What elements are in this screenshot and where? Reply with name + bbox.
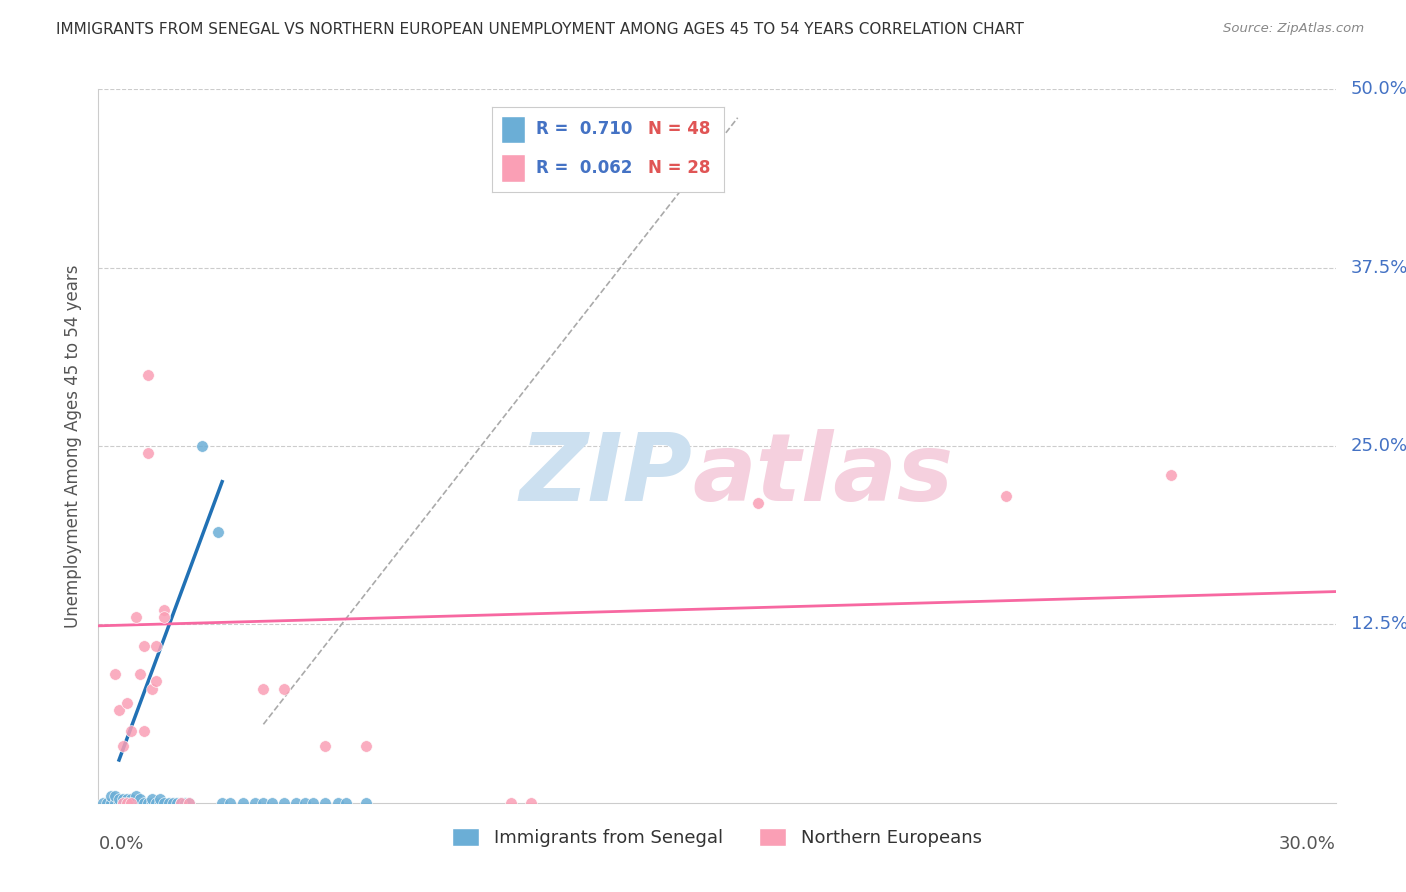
Text: 30.0%: 30.0%: [1279, 835, 1336, 853]
Point: [120, 796, 142, 810]
Y-axis label: Unemployment Among Ages 45 to 54 years: Unemployment Among Ages 45 to 54 years: [65, 264, 83, 628]
Point: [499, 796, 522, 810]
Point: [252, 681, 274, 696]
Point: [108, 796, 131, 810]
Text: 25.0%: 25.0%: [1351, 437, 1406, 455]
Point: [520, 796, 543, 810]
Text: IMMIGRANTS FROM SENEGAL VS NORTHERN EUROPEAN UNEMPLOYMENT AMONG AGES 45 TO 54 YE: IMMIGRANTS FROM SENEGAL VS NORTHERN EURO…: [56, 22, 1024, 37]
Point: [132, 796, 155, 810]
Point: [120, 791, 142, 805]
Point: [190, 439, 212, 453]
Point: [179, 796, 201, 810]
Point: [117, 796, 139, 810]
Point: [356, 796, 378, 810]
Point: [260, 796, 283, 810]
Text: N = 48: N = 48: [648, 120, 710, 138]
Point: [128, 796, 150, 810]
Point: [243, 796, 266, 810]
Point: [145, 674, 167, 689]
Point: [104, 667, 127, 681]
Point: [141, 796, 163, 810]
Point: [112, 796, 135, 810]
Point: [356, 739, 378, 753]
Point: [104, 796, 127, 810]
Point: [136, 796, 159, 810]
Point: [120, 724, 142, 739]
Point: [153, 796, 176, 810]
Point: [112, 739, 135, 753]
Point: [170, 796, 193, 810]
Point: [179, 796, 201, 810]
Point: [91, 796, 114, 810]
Legend: Immigrants from Senegal, Northern Europeans: Immigrants from Senegal, Northern Europe…: [446, 821, 988, 855]
Point: [294, 796, 316, 810]
Point: [100, 796, 122, 810]
Point: [174, 796, 197, 810]
Text: 0.0%: 0.0%: [98, 835, 143, 853]
Point: [145, 639, 167, 653]
Point: [232, 796, 254, 810]
Text: 37.5%: 37.5%: [1351, 259, 1406, 277]
Point: [112, 791, 135, 805]
Point: [128, 791, 150, 805]
Text: atlas: atlas: [692, 428, 953, 521]
Point: [112, 796, 135, 810]
Text: 12.5%: 12.5%: [1351, 615, 1406, 633]
Point: [994, 489, 1017, 503]
Point: [166, 796, 188, 810]
Point: [747, 496, 769, 510]
Point: [285, 796, 308, 810]
Point: [136, 446, 159, 460]
Point: [219, 796, 242, 810]
Point: [124, 796, 146, 810]
Text: N = 28: N = 28: [648, 159, 710, 177]
Point: [335, 796, 357, 810]
Point: [136, 368, 159, 382]
Point: [108, 703, 131, 717]
Point: [124, 610, 146, 624]
Point: [149, 796, 172, 810]
Bar: [502, 116, 524, 143]
Point: [153, 603, 176, 617]
Point: [117, 791, 139, 805]
Point: [170, 796, 193, 810]
Point: [100, 789, 122, 803]
Bar: [502, 154, 524, 182]
Text: R =  0.710: R = 0.710: [536, 120, 633, 138]
Point: [132, 639, 155, 653]
Point: [132, 724, 155, 739]
Point: [1160, 467, 1182, 482]
Point: [149, 791, 172, 805]
Point: [104, 789, 127, 803]
Point: [117, 696, 139, 710]
Text: ZIP: ZIP: [519, 428, 692, 521]
Point: [141, 791, 163, 805]
Point: [157, 796, 180, 810]
Text: Source: ZipAtlas.com: Source: ZipAtlas.com: [1223, 22, 1364, 36]
Point: [273, 681, 295, 696]
Point: [108, 791, 131, 805]
Point: [117, 796, 139, 810]
Point: [124, 789, 146, 803]
Point: [211, 796, 233, 810]
Text: 50.0%: 50.0%: [1351, 80, 1406, 98]
Point: [314, 796, 336, 810]
Point: [153, 610, 176, 624]
Point: [141, 681, 163, 696]
Point: [128, 667, 150, 681]
Point: [162, 796, 184, 810]
Point: [207, 524, 229, 539]
Point: [273, 796, 295, 810]
Point: [96, 796, 118, 810]
Point: [252, 796, 274, 810]
Point: [120, 796, 142, 810]
Point: [302, 796, 325, 810]
Point: [326, 796, 349, 810]
Point: [314, 739, 336, 753]
Text: R =  0.062: R = 0.062: [536, 159, 633, 177]
Point: [145, 796, 167, 810]
